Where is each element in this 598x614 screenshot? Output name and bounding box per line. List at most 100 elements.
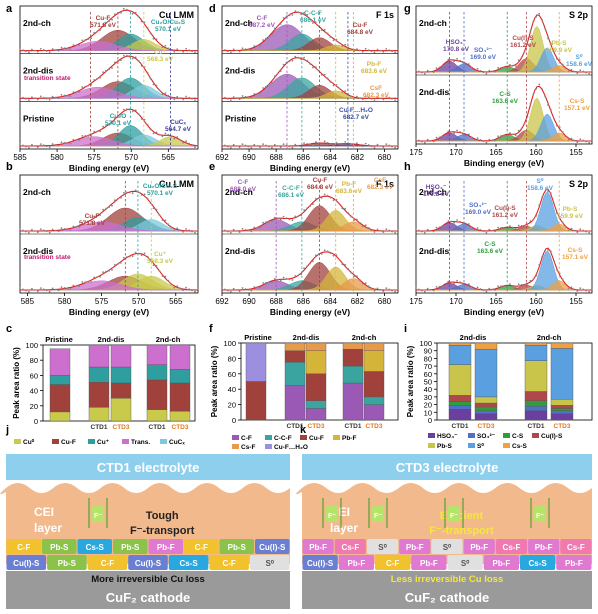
data-point bbox=[476, 137, 479, 140]
data-point bbox=[306, 59, 308, 62]
data-point bbox=[99, 29, 101, 31]
data-point bbox=[450, 281, 453, 283]
x-tick-label: 690 bbox=[242, 153, 256, 162]
data-point bbox=[497, 285, 499, 287]
data-point bbox=[520, 56, 523, 59]
x-tick-label: 575 bbox=[95, 297, 109, 306]
cei-component-chip bbox=[334, 539, 366, 554]
bar-segment bbox=[474, 402, 498, 408]
spectrum-title: Cu LMM bbox=[159, 179, 194, 189]
data-point bbox=[262, 87, 264, 89]
data-point bbox=[479, 288, 482, 290]
data-point bbox=[140, 64, 143, 67]
data-point bbox=[36, 98, 39, 101]
f-ion-box bbox=[92, 506, 104, 522]
data-point bbox=[320, 74, 323, 76]
data-point bbox=[179, 49, 182, 52]
data-point bbox=[394, 51, 396, 54]
cei-component-chip bbox=[375, 555, 411, 570]
data-point bbox=[185, 140, 188, 143]
legend-swatch bbox=[232, 444, 239, 449]
cei-component-chip bbox=[302, 555, 338, 570]
spectrum-name: 2nd-dis bbox=[419, 87, 449, 97]
data-point bbox=[66, 228, 69, 231]
panel-letter-d: d bbox=[209, 3, 216, 15]
data-point bbox=[397, 228, 399, 231]
data-point bbox=[570, 286, 573, 289]
data-point bbox=[332, 84, 335, 87]
data-point bbox=[456, 129, 458, 132]
data-point bbox=[191, 289, 194, 292]
data-point bbox=[229, 290, 232, 293]
peak-label-value: 564.7 eV bbox=[165, 126, 192, 133]
cei-component-chip bbox=[495, 539, 528, 554]
data-point bbox=[279, 146, 282, 149]
data-point bbox=[25, 289, 27, 292]
data-point bbox=[429, 70, 432, 73]
data-point bbox=[131, 57, 134, 60]
data-point bbox=[350, 143, 352, 146]
bar-segment bbox=[550, 348, 574, 400]
x-tick-label: 155 bbox=[569, 148, 583, 157]
data-point bbox=[265, 144, 267, 147]
spectrum-title: S 2p bbox=[569, 179, 589, 189]
bar-segment bbox=[448, 395, 472, 402]
data-point bbox=[173, 286, 176, 289]
data-point bbox=[514, 227, 517, 230]
y-tick-label: 40 bbox=[228, 385, 236, 394]
data-point bbox=[227, 98, 229, 100]
data-point bbox=[338, 258, 341, 261]
data-point bbox=[105, 21, 107, 24]
data-point bbox=[444, 63, 447, 66]
cei-component-label: Cs-S bbox=[529, 559, 548, 568]
data-point bbox=[326, 32, 329, 35]
bar-segment bbox=[550, 399, 574, 406]
data-point bbox=[262, 282, 264, 284]
data-point bbox=[285, 217, 288, 219]
data-point bbox=[341, 207, 344, 210]
data-point bbox=[520, 225, 523, 227]
data-point bbox=[367, 96, 370, 99]
cei-component-chip bbox=[447, 555, 483, 570]
data-point bbox=[179, 139, 182, 141]
data-point bbox=[60, 94, 63, 96]
data-point bbox=[544, 95, 546, 98]
x-tick-label: 585 bbox=[21, 297, 35, 306]
data-point bbox=[167, 94, 170, 97]
data-point bbox=[473, 288, 476, 291]
cei-component-label: Cu(I)-S bbox=[13, 559, 40, 568]
data-point bbox=[558, 59, 561, 61]
peak-label-name: Pb-F bbox=[367, 61, 381, 68]
data-point bbox=[164, 219, 167, 222]
bar-x-label: CTD1 bbox=[287, 423, 304, 430]
data-point bbox=[294, 275, 297, 277]
data-point bbox=[120, 196, 122, 199]
data-point bbox=[564, 135, 567, 138]
data-point bbox=[244, 229, 247, 231]
data-point bbox=[511, 226, 514, 229]
data-point bbox=[93, 31, 96, 34]
cei-component-chip bbox=[399, 539, 431, 554]
data-point bbox=[509, 63, 511, 66]
data-point bbox=[155, 131, 158, 134]
data-point bbox=[60, 141, 63, 144]
data-point bbox=[273, 216, 276, 219]
data-point bbox=[456, 57, 458, 60]
data-point bbox=[415, 138, 417, 141]
data-point bbox=[161, 275, 164, 277]
data-point bbox=[90, 281, 93, 283]
cei-component-chip bbox=[128, 555, 168, 570]
data-point bbox=[45, 289, 48, 292]
data-point bbox=[421, 289, 423, 292]
data-point bbox=[326, 250, 329, 253]
peak-label-name: Cu⁺ bbox=[154, 49, 167, 56]
data-point bbox=[379, 145, 382, 147]
data-point bbox=[36, 231, 39, 234]
data-point bbox=[194, 231, 196, 234]
data-point bbox=[250, 230, 253, 233]
data-point bbox=[523, 225, 526, 227]
data-point bbox=[158, 133, 161, 136]
fit-component bbox=[222, 205, 398, 232]
data-point bbox=[241, 143, 244, 146]
peak-label-name: C-C-F bbox=[304, 10, 322, 17]
